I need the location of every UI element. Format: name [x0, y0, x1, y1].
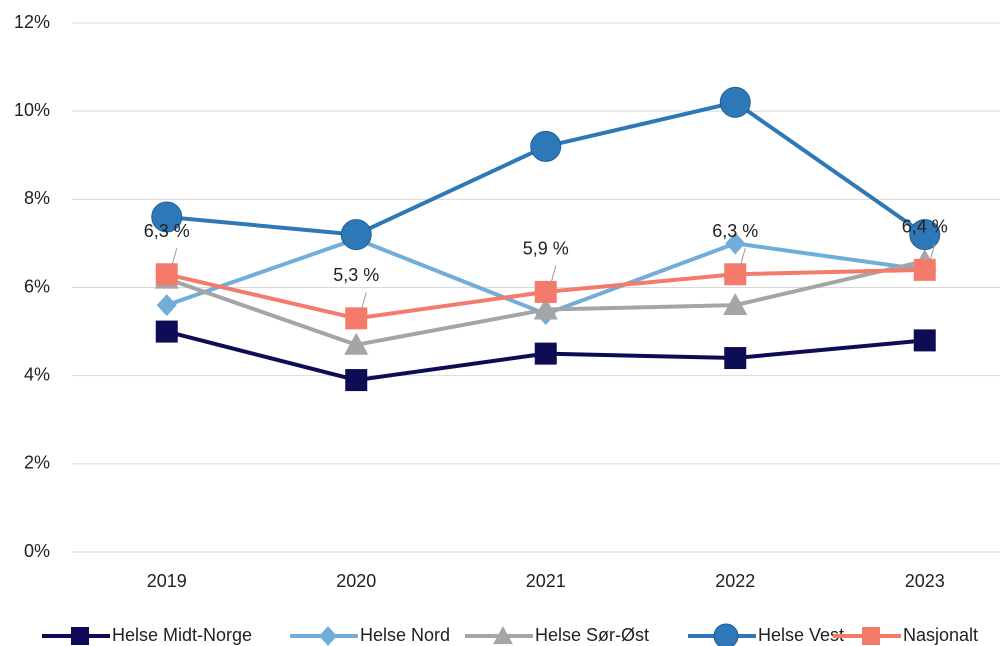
leader-line: [929, 243, 936, 263]
leader-line: [550, 265, 557, 285]
legend-marker: [493, 626, 513, 645]
marker: [533, 297, 558, 320]
y-tick-label: 0%: [24, 541, 50, 561]
legend-label: Helse Sør-Øst: [535, 625, 649, 645]
y-tick-label: 12%: [14, 12, 50, 32]
marker: [913, 258, 936, 281]
legend-label: Helse Vest: [758, 625, 844, 645]
marker: [724, 263, 747, 286]
marker: [345, 369, 368, 392]
data-label: 6,3 %: [712, 221, 758, 241]
leader-line: [360, 292, 367, 311]
leader-line: [739, 248, 746, 267]
y-tick-label: 6%: [24, 276, 50, 296]
marker: [155, 320, 178, 343]
marker: [156, 294, 177, 317]
marker: [909, 219, 941, 251]
data-label: 6,4 %: [902, 217, 948, 237]
marker: [725, 232, 746, 255]
data-label: 5,3 %: [333, 265, 379, 285]
legend-label: Helse Midt-Norge: [112, 625, 252, 645]
marker: [534, 342, 557, 365]
marker: [913, 329, 936, 352]
marker: [345, 307, 368, 330]
marker: [151, 201, 183, 233]
legend-marker: [862, 627, 880, 645]
marker: [534, 280, 557, 303]
legend-marker: [319, 626, 337, 646]
x-tick-label: 2020: [336, 571, 376, 591]
y-tick-label: 4%: [24, 364, 50, 384]
data-label: 6,3 %: [144, 221, 190, 241]
marker: [719, 86, 751, 118]
leader-line: [171, 248, 178, 267]
x-tick-label: 2023: [905, 571, 945, 591]
marker: [155, 263, 178, 286]
y-tick-label: 8%: [24, 188, 50, 208]
marker: [530, 130, 562, 162]
x-tick-label: 2019: [147, 571, 187, 591]
marker: [344, 332, 369, 355]
marker: [724, 347, 747, 370]
y-tick-label: 2%: [24, 453, 50, 473]
legend-label: Nasjonalt: [903, 625, 978, 645]
legend-marker: [713, 623, 739, 646]
x-tick-label: 2021: [526, 571, 566, 591]
marker: [340, 219, 372, 251]
series-line: [166, 100, 926, 237]
data-label: 5,9 %: [523, 239, 569, 259]
legend-marker: [71, 627, 89, 645]
y-tick-label: 10%: [14, 100, 50, 120]
x-tick-label: 2022: [715, 571, 755, 591]
marker: [723, 293, 748, 316]
legend-label: Helse Nord: [360, 625, 450, 645]
